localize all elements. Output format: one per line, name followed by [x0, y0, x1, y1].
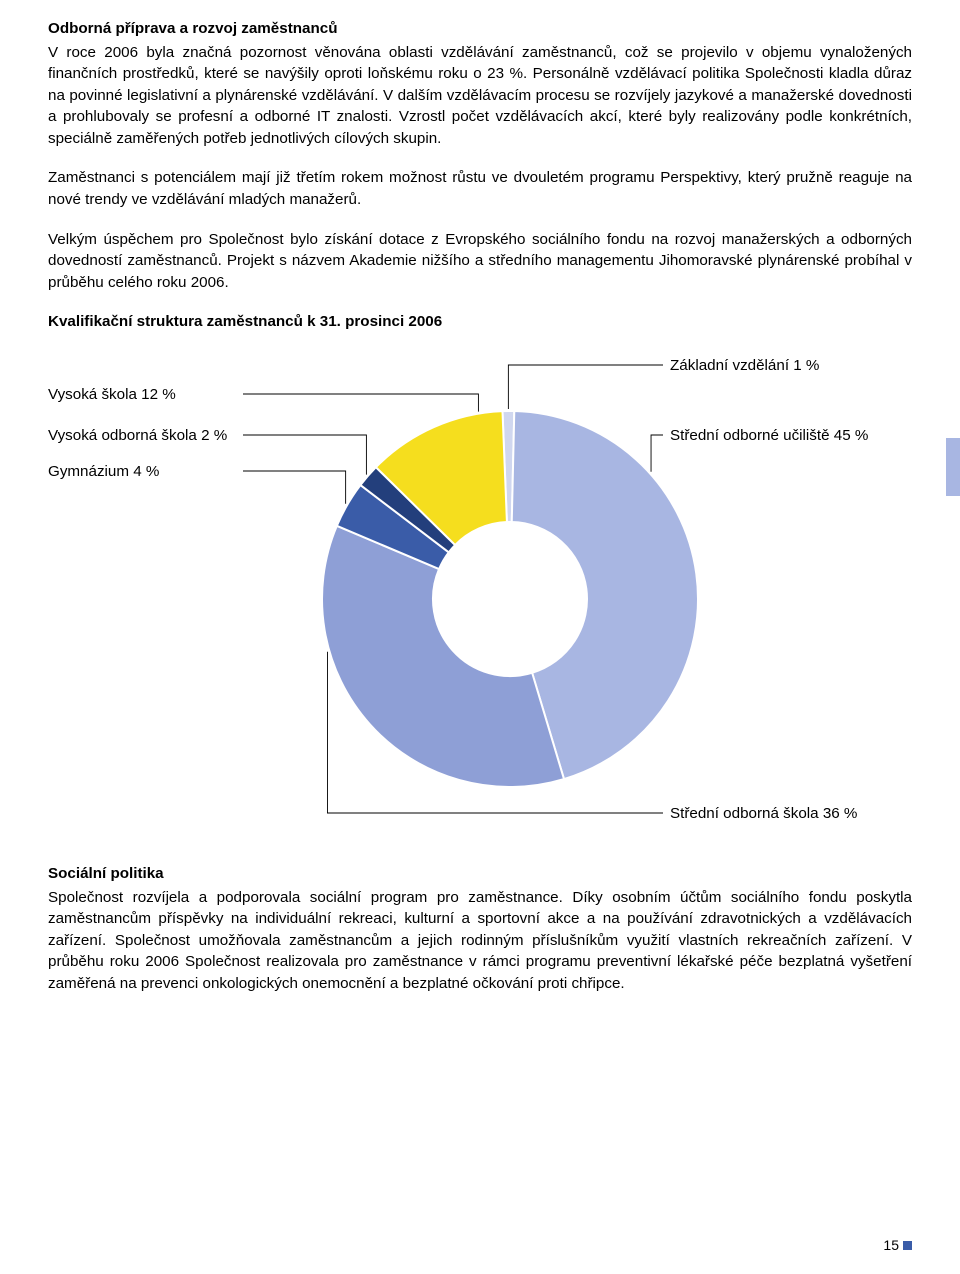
chart-label-zakladni: Základní vzdělání 1 % — [670, 355, 819, 377]
leader-line — [508, 365, 663, 409]
page-number-marker-icon — [903, 1241, 912, 1250]
leader-line — [243, 471, 346, 504]
page-tab-mark — [946, 438, 960, 496]
chart-label-sos: Střední odborná škola 36 % — [670, 803, 857, 825]
leader-line — [243, 394, 478, 412]
section-para-4: Společnost rozvíjela a podporovala sociá… — [48, 887, 912, 995]
donut-slice — [322, 526, 564, 787]
section-para-2: Zaměstnanci s potenciálem mají již třetí… — [48, 167, 912, 210]
section-heading-1: Odborná příprava a rozvoj zaměstnanců — [48, 18, 912, 40]
page-number-text: 15 — [883, 1237, 899, 1253]
chart-label-vos: Vysoká odborná škola 2 % — [48, 425, 227, 447]
section-heading-4: Sociální politika — [48, 863, 912, 885]
leader-line — [651, 435, 663, 472]
page-number: 15 — [883, 1236, 912, 1256]
chart-label-uciliste: Střední odborné učiliště 45 % — [670, 425, 868, 447]
donut-chart-svg — [48, 343, 912, 843]
donut-chart-container: Vysoká škola 12 % Vysoká odborná škola 2… — [48, 343, 912, 843]
leader-line — [243, 435, 366, 475]
section-para-1: V roce 2006 byla značná pozornost věnová… — [48, 42, 912, 150]
chart-label-vs: Vysoká škola 12 % — [48, 384, 176, 406]
chart-title: Kvalifikační struktura zaměstnanců k 31.… — [48, 311, 912, 333]
section-para-3: Velkým úspěchem pro Společnost bylo získ… — [48, 229, 912, 294]
chart-label-gymnazium: Gymnázium 4 % — [48, 461, 159, 483]
